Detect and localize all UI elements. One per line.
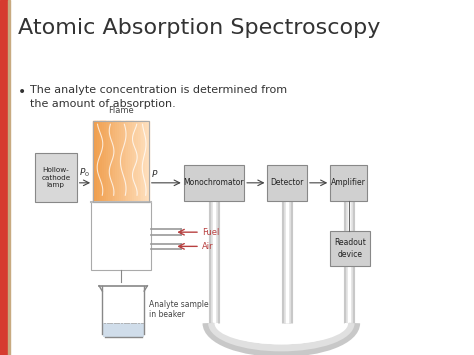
Bar bbox=[8, 0, 10, 355]
Bar bbox=[119, 121, 121, 202]
FancyBboxPatch shape bbox=[330, 231, 370, 266]
Bar bbox=[130, 121, 133, 202]
Bar bbox=[99, 121, 101, 202]
Text: Air: Air bbox=[202, 242, 214, 251]
Bar bbox=[139, 121, 142, 202]
Bar bbox=[128, 121, 131, 202]
Bar bbox=[123, 121, 125, 202]
Bar bbox=[93, 121, 95, 202]
Bar bbox=[106, 121, 109, 202]
Bar bbox=[102, 121, 105, 202]
Text: The analyte concentration is determined from
the amount of absorption.: The analyte concentration is determined … bbox=[30, 85, 287, 109]
Text: Amplifier: Amplifier bbox=[331, 178, 366, 187]
Bar bbox=[104, 121, 107, 202]
Bar bbox=[95, 121, 97, 202]
Text: Detector: Detector bbox=[271, 178, 304, 187]
Text: Fuel: Fuel bbox=[202, 228, 219, 237]
Bar bbox=[100, 121, 103, 202]
Bar bbox=[134, 121, 136, 202]
Bar bbox=[137, 121, 140, 202]
Bar bbox=[136, 121, 138, 202]
Text: •: • bbox=[18, 85, 26, 99]
Bar bbox=[111, 121, 114, 202]
Bar bbox=[93, 121, 149, 202]
Bar bbox=[147, 121, 149, 202]
Text: Flame: Flame bbox=[108, 106, 134, 115]
FancyBboxPatch shape bbox=[330, 165, 367, 201]
Text: $P$: $P$ bbox=[151, 168, 158, 179]
Text: Readout
device: Readout device bbox=[334, 239, 366, 258]
Bar bbox=[127, 121, 129, 202]
FancyBboxPatch shape bbox=[267, 165, 307, 201]
FancyBboxPatch shape bbox=[184, 165, 244, 201]
Bar bbox=[117, 121, 119, 202]
Bar bbox=[115, 121, 118, 202]
Bar bbox=[121, 121, 123, 202]
FancyBboxPatch shape bbox=[91, 202, 151, 270]
Bar bbox=[143, 121, 146, 202]
Bar bbox=[0, 0, 8, 355]
Text: Analyte sample
in beaker: Analyte sample in beaker bbox=[149, 300, 209, 320]
Bar bbox=[103, 323, 144, 337]
Bar bbox=[108, 121, 110, 202]
Bar bbox=[132, 121, 135, 202]
Bar bbox=[113, 121, 116, 202]
FancyBboxPatch shape bbox=[35, 153, 77, 202]
Text: Atomic Absorption Spectroscopy: Atomic Absorption Spectroscopy bbox=[18, 18, 380, 38]
Bar bbox=[141, 121, 144, 202]
Text: Hollow-
cathode
lamp: Hollow- cathode lamp bbox=[41, 166, 71, 189]
Bar bbox=[145, 121, 147, 202]
Bar bbox=[110, 121, 112, 202]
Text: $P_0$: $P_0$ bbox=[79, 167, 90, 179]
Bar bbox=[97, 121, 99, 202]
Text: Monochromator: Monochromator bbox=[183, 178, 244, 187]
Bar bbox=[125, 121, 127, 202]
